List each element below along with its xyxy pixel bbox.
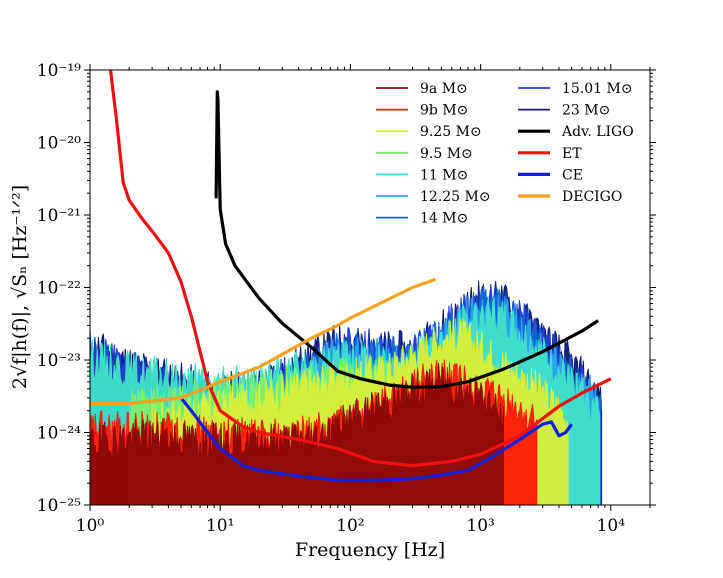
legend-label: 23 M⊙	[562, 103, 610, 119]
x-tick-label: 10²	[336, 516, 364, 536]
detector-noise-curves	[90, 70, 612, 482]
noise-curve-decigo	[90, 277, 437, 406]
x-tick-label: 10⁴	[597, 516, 626, 536]
legend-label: 9.5 M⊙	[420, 146, 473, 162]
legend: 9a M⊙ 9b M⊙ 9.25 M⊙ 9.5 M⊙ 11 M⊙ 12.25 M⊙ 14 M…	[376, 81, 634, 227]
axes: 10⁰ 10¹ 10² 10³ 10⁴ 10⁻²⁵ 10⁻²⁴ 10⁻²³ 10⁻²² 10⁻²¹…	[37, 61, 656, 536]
legend-label: 9.25 M⊙	[420, 124, 482, 140]
y-tick-label: 10⁻²⁰	[37, 134, 81, 154]
x-tick-label: 10⁰	[76, 516, 105, 536]
noise-curve-ce	[179, 396, 573, 482]
legend-label: CE	[562, 167, 583, 183]
noise-curve-adv-ligo	[214, 90, 600, 389]
noise-curve-et	[108, 70, 612, 468]
legend-label: 12.25 M⊙	[420, 189, 491, 205]
y-tick-label: 10⁻²³	[37, 351, 81, 371]
legend-label: 11 M⊙	[420, 167, 468, 183]
y-axis-label: 2√f|h(f)|, √Sₙ [Hz⁻¹ᐟ²]	[9, 185, 31, 389]
legend-label: 14 M⊙	[420, 211, 468, 227]
y-tick-label: 10⁻²⁵	[37, 496, 81, 516]
y-tick-label: 10⁻²⁴	[37, 424, 81, 444]
legend-label: 15.01 M⊙	[562, 81, 633, 97]
series-9a-spectrum	[90, 363, 504, 505]
legend-label: DECIGO	[562, 189, 622, 205]
legend-label: ET	[562, 146, 582, 162]
y-tick-label: 10⁻²¹	[37, 206, 81, 226]
legend-label: Adv. LIGO	[561, 124, 634, 140]
x-tick-label: 10¹	[206, 516, 234, 536]
legend-label: 9a M⊙	[420, 81, 468, 97]
legend-label: 9b M⊙	[420, 103, 468, 119]
x-tick-label: 10³	[466, 516, 494, 536]
x-axis-label: Frequency [Hz]	[295, 539, 445, 561]
y-tick-label: 10⁻²²	[37, 279, 81, 299]
y-tick-label: 10⁻¹⁹	[37, 61, 81, 81]
